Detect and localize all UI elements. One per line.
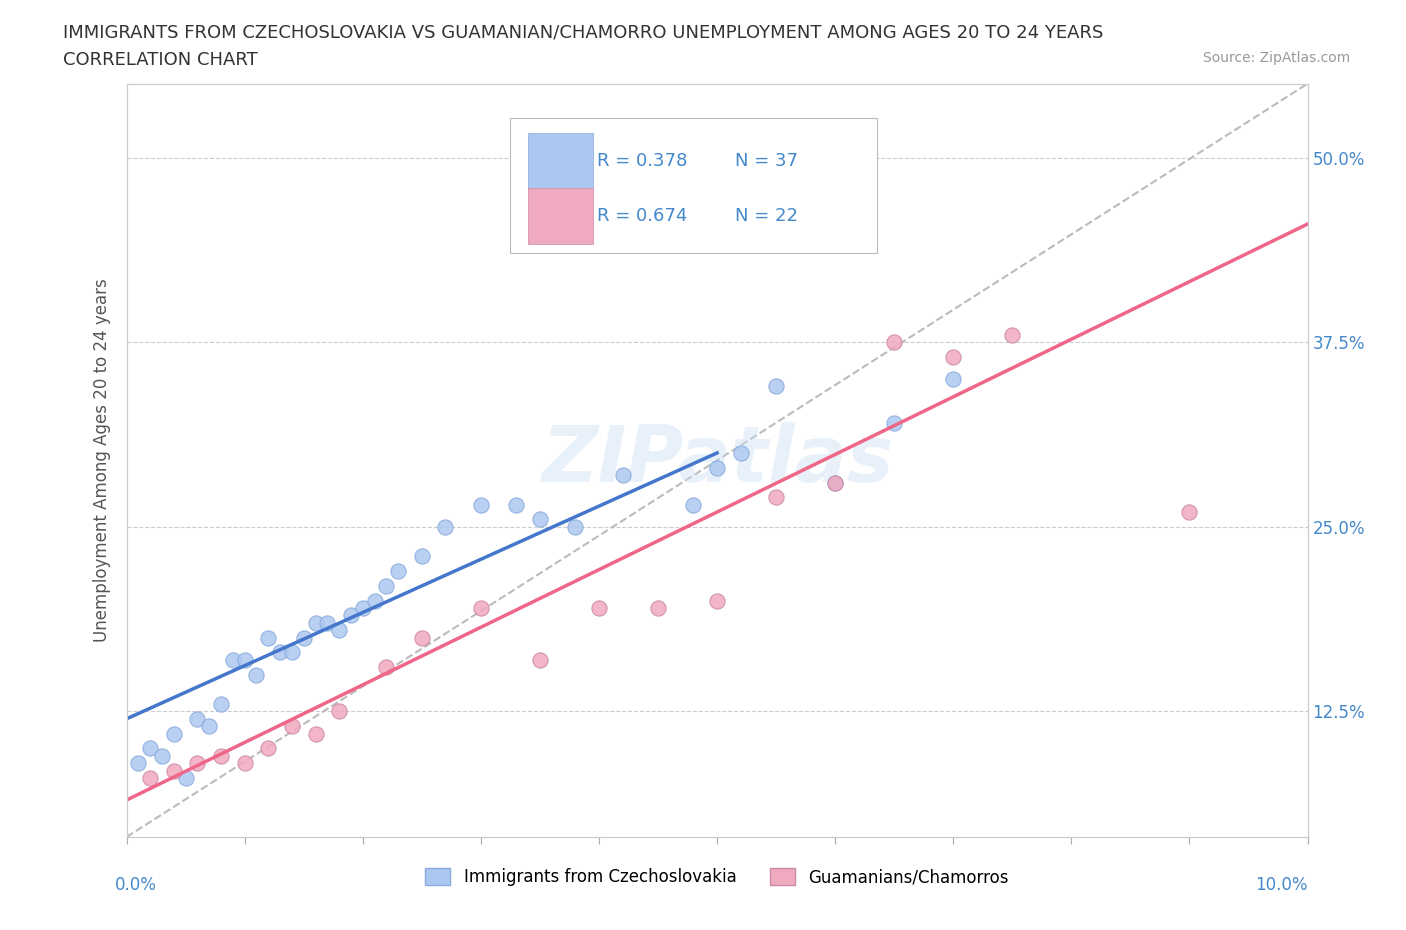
Point [647, 601, 669, 616]
Point [328, 623, 350, 638]
Point [340, 608, 363, 623]
Point [186, 756, 208, 771]
Point [127, 756, 149, 771]
Point [233, 756, 256, 771]
Text: 10.0%: 10.0% [1256, 876, 1308, 894]
Point [883, 416, 905, 431]
Point [824, 475, 846, 490]
Text: Source: ZipAtlas.com: Source: ZipAtlas.com [1202, 51, 1350, 65]
Point [1178, 505, 1201, 520]
Point [612, 468, 634, 483]
Point [682, 498, 704, 512]
FancyBboxPatch shape [529, 133, 593, 189]
Point [257, 741, 280, 756]
Legend: Immigrants from Czechoslovakia, Guamanians/Chamorros: Immigrants from Czechoslovakia, Guamania… [419, 861, 1015, 893]
Text: 0.0%: 0.0% [115, 876, 156, 894]
Point [257, 631, 280, 645]
Point [174, 770, 197, 785]
Point [470, 498, 492, 512]
FancyBboxPatch shape [529, 188, 593, 245]
Point [139, 770, 162, 785]
Point [730, 445, 752, 460]
Text: N = 22: N = 22 [735, 207, 797, 225]
Point [245, 667, 267, 682]
Point [375, 659, 398, 674]
Point [505, 498, 527, 512]
Point [292, 631, 315, 645]
Text: CORRELATION CHART: CORRELATION CHART [63, 51, 259, 69]
Point [434, 519, 457, 534]
Point [269, 644, 291, 659]
Point [163, 726, 186, 741]
Point [281, 719, 304, 734]
Point [942, 372, 965, 387]
Text: ZIPatlas: ZIPatlas [541, 422, 893, 498]
Point [209, 697, 232, 711]
Point [363, 593, 385, 608]
Point [387, 564, 409, 578]
Point [942, 350, 965, 365]
Point [529, 652, 551, 667]
Point [328, 704, 350, 719]
Point [163, 764, 186, 778]
Point [1001, 327, 1024, 342]
Point [411, 549, 433, 564]
Point [588, 601, 610, 616]
Point [529, 512, 551, 527]
Point [150, 749, 173, 764]
Point [706, 460, 728, 475]
FancyBboxPatch shape [510, 117, 876, 253]
Point [281, 644, 304, 659]
Point [222, 652, 245, 667]
Point [233, 652, 256, 667]
Point [304, 616, 326, 631]
Point [470, 601, 492, 616]
Y-axis label: Unemployment Among Ages 20 to 24 years: Unemployment Among Ages 20 to 24 years [93, 278, 111, 643]
Text: R = 0.674: R = 0.674 [596, 207, 688, 225]
Point [304, 726, 326, 741]
Point [352, 601, 374, 616]
Point [564, 519, 586, 534]
Point [198, 719, 221, 734]
Text: R = 0.378: R = 0.378 [596, 152, 688, 169]
Point [316, 616, 339, 631]
Point [411, 631, 433, 645]
Text: N = 37: N = 37 [735, 152, 797, 169]
Point [883, 335, 905, 350]
Point [209, 749, 232, 764]
Point [765, 490, 787, 505]
Point [706, 593, 728, 608]
Point [765, 379, 787, 394]
Text: IMMIGRANTS FROM CZECHOSLOVAKIA VS GUAMANIAN/CHAMORRO UNEMPLOYMENT AMONG AGES 20 : IMMIGRANTS FROM CZECHOSLOVAKIA VS GUAMAN… [63, 23, 1104, 41]
Point [139, 741, 162, 756]
Point [824, 475, 846, 490]
Point [375, 578, 398, 593]
Point [186, 711, 208, 726]
